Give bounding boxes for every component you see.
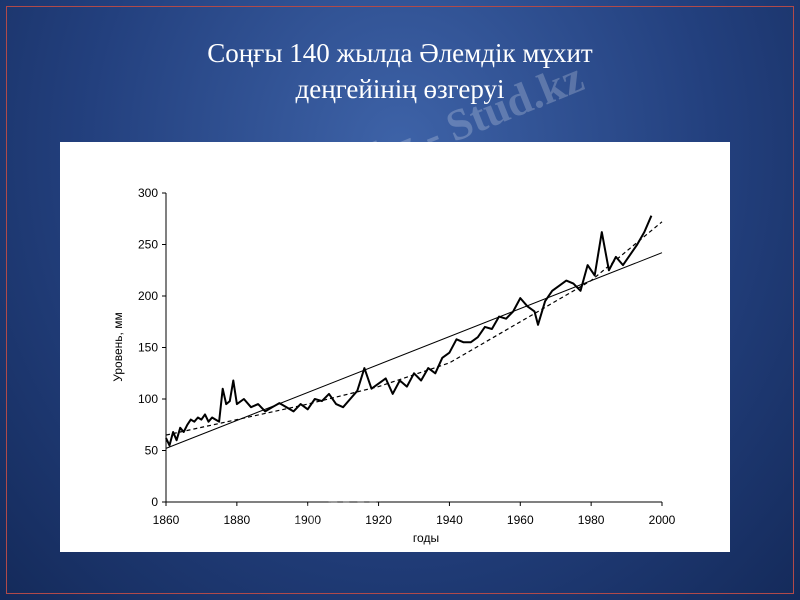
x-tick-label: 1880 <box>224 513 251 527</box>
x-tick-label: 1860 <box>153 513 180 527</box>
x-tick-label: 1980 <box>578 513 605 527</box>
frame <box>6 6 794 594</box>
y-tick-label: 100 <box>138 392 158 406</box>
y-axis-label: Уровень, мм <box>111 312 125 381</box>
x-axis-label: годы <box>413 531 439 545</box>
data-line <box>165 215 653 447</box>
title: Соңғы 140 жылда Әлемдік мұхит <box>207 38 593 68</box>
x-tick-label: 1940 <box>436 513 463 527</box>
y-tick-label: 50 <box>145 444 159 458</box>
chart: годы Уровень, мм 0 50 100 150 200 250 300 1860 1… <box>60 142 730 552</box>
y-tick-label: 200 <box>138 289 158 303</box>
y-tick-label: 250 <box>138 238 158 252</box>
x-tick-label: 1900 <box>294 513 321 527</box>
title: деңгейінің өзгеруі <box>295 74 505 104</box>
y-tick-label: 300 <box>138 186 158 200</box>
y-tick-label: 150 <box>138 341 158 355</box>
data-line <box>165 252 663 449</box>
chart-panel <box>60 142 730 552</box>
x-tick-label: 1960 <box>507 513 534 527</box>
x-tick-label: 1920 <box>365 513 392 527</box>
data-line <box>165 221 663 436</box>
y-tick-label: 0 <box>151 495 158 509</box>
x-tick-label: 2000 <box>649 513 676 527</box>
